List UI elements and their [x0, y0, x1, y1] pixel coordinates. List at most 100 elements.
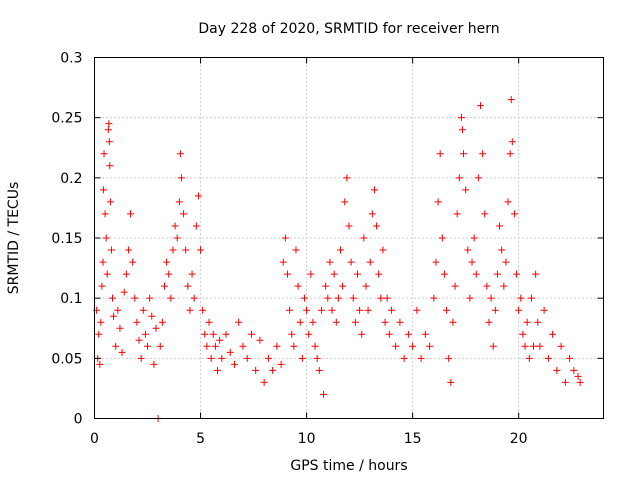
data-point [491, 306, 499, 314]
data-point [343, 174, 351, 182]
data-point [235, 318, 243, 326]
data-point [353, 270, 361, 278]
data-point [536, 342, 544, 350]
y-tick-label: 0.1 [60, 291, 82, 307]
data-point [430, 294, 438, 302]
data-point [99, 186, 107, 194]
x-tick-label: 15 [404, 431, 422, 447]
data-point [207, 354, 215, 362]
data-point [474, 174, 482, 182]
data-point [379, 246, 387, 254]
data-point [186, 306, 194, 314]
data-point [110, 312, 118, 320]
data-point [517, 294, 525, 302]
y-tick-label: 0.05 [51, 351, 82, 367]
data-point [504, 198, 512, 206]
data-point [576, 378, 584, 386]
data-point [508, 138, 516, 146]
data-point [561, 378, 569, 386]
data-point [300, 294, 308, 302]
data-point [146, 294, 154, 302]
data-point [476, 102, 484, 110]
data-point [385, 330, 393, 338]
data-point [383, 294, 391, 302]
data-point [104, 126, 112, 134]
data-point [194, 192, 202, 200]
data-point [436, 150, 444, 158]
y-tick-label: 0.3 [60, 51, 82, 67]
data-point [188, 270, 196, 278]
data-point [137, 354, 145, 362]
data-point [472, 270, 480, 278]
data-point [409, 342, 417, 350]
data-point [396, 318, 404, 326]
data-point [144, 342, 152, 350]
data-point [470, 234, 478, 242]
data-point [218, 354, 226, 362]
data-point [426, 342, 434, 350]
y-tick-label: 0 [74, 412, 83, 428]
data-point [332, 318, 340, 326]
data-point [447, 378, 455, 386]
data-point [540, 306, 548, 314]
data-point [320, 390, 328, 398]
data-point [400, 354, 408, 362]
data-point [313, 354, 321, 362]
data-point [455, 174, 463, 182]
data-point [356, 306, 364, 314]
data-point [315, 366, 323, 374]
data-point [99, 258, 107, 266]
data-point [239, 342, 247, 350]
data-point [432, 258, 440, 266]
data-point [453, 210, 461, 218]
data-point [360, 234, 368, 242]
data-point [150, 360, 158, 368]
data-point [328, 306, 336, 314]
data-point [496, 222, 504, 230]
data-point [521, 342, 529, 350]
data-point [392, 342, 400, 350]
data-point [279, 258, 287, 266]
data-point [175, 198, 183, 206]
data-point [507, 96, 515, 104]
data-point [205, 318, 213, 326]
data-point [489, 342, 497, 350]
y-tick-label: 0.2 [60, 171, 82, 187]
data-point [457, 114, 465, 122]
data-point [127, 210, 135, 218]
data-point [131, 294, 139, 302]
data-point [167, 294, 175, 302]
data-point [216, 336, 224, 344]
data-point [100, 150, 108, 158]
data-point [500, 282, 508, 290]
data-point [506, 150, 514, 158]
y-axis-ticks: 0 0.05 0.1 0.15 0.2 0.25 0.3 [51, 51, 604, 428]
data-point [510, 210, 518, 218]
data-point [532, 270, 540, 278]
data-point [523, 318, 531, 326]
data-point [566, 354, 574, 362]
chart-title: Day 228 of 2020, SRMTID for receiver her… [198, 21, 499, 37]
data-point [498, 246, 506, 254]
data-point [502, 258, 510, 266]
data-point [460, 150, 468, 158]
data-point [527, 294, 535, 302]
data-point [370, 186, 378, 194]
data-point [283, 270, 291, 278]
data-point [182, 246, 190, 254]
data-point [544, 354, 552, 362]
data-point [107, 246, 115, 254]
data-point [156, 342, 164, 350]
data-point [351, 318, 359, 326]
data-point [102, 234, 110, 242]
data-point [141, 330, 149, 338]
data-point [337, 246, 345, 254]
data-point [252, 366, 260, 374]
data-point [377, 294, 385, 302]
data-point [440, 270, 448, 278]
data-point [148, 312, 156, 320]
data-point [387, 306, 395, 314]
data-point [347, 258, 355, 266]
data-point [243, 354, 251, 362]
